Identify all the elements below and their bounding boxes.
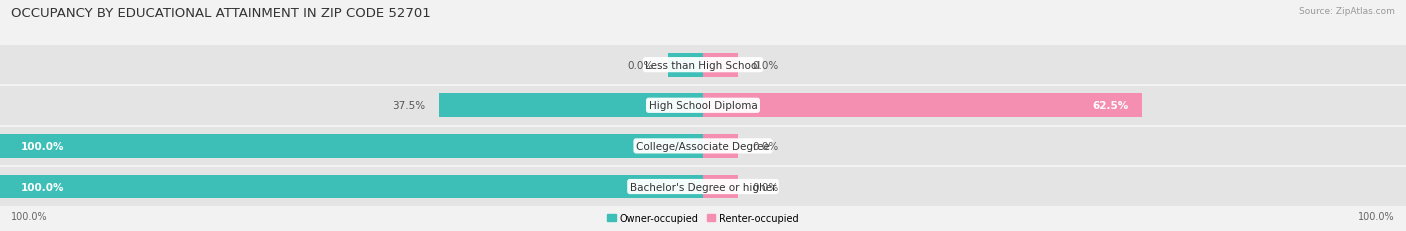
Text: 100.0%: 100.0% xyxy=(11,211,48,221)
Text: 0.0%: 0.0% xyxy=(752,141,779,151)
Bar xyxy=(439,94,703,118)
Bar xyxy=(703,54,738,77)
Text: 62.5%: 62.5% xyxy=(1092,101,1129,111)
Text: 37.5%: 37.5% xyxy=(392,101,425,111)
Text: Bachelor's Degree or higher: Bachelor's Degree or higher xyxy=(630,182,776,192)
Text: OCCUPANCY BY EDUCATIONAL ATTAINMENT IN ZIP CODE 52701: OCCUPANCY BY EDUCATIONAL ATTAINMENT IN Z… xyxy=(11,7,432,20)
Text: 100.0%: 100.0% xyxy=(1358,211,1395,221)
Bar xyxy=(0,175,703,199)
Text: 0.0%: 0.0% xyxy=(627,60,654,70)
Text: 0.0%: 0.0% xyxy=(752,182,779,192)
Text: Less than High School: Less than High School xyxy=(645,60,761,70)
Bar xyxy=(0,134,703,158)
Legend: Owner-occupied, Renter-occupied: Owner-occupied, Renter-occupied xyxy=(603,210,803,227)
Bar xyxy=(703,134,738,158)
Bar xyxy=(668,54,703,77)
Text: Source: ZipAtlas.com: Source: ZipAtlas.com xyxy=(1299,7,1395,16)
Text: College/Associate Degree: College/Associate Degree xyxy=(636,141,770,151)
Bar xyxy=(703,94,1142,118)
Text: 100.0%: 100.0% xyxy=(21,141,65,151)
Text: 100.0%: 100.0% xyxy=(21,182,65,192)
Text: 0.0%: 0.0% xyxy=(752,60,779,70)
Bar xyxy=(703,175,738,199)
Text: High School Diploma: High School Diploma xyxy=(648,101,758,111)
